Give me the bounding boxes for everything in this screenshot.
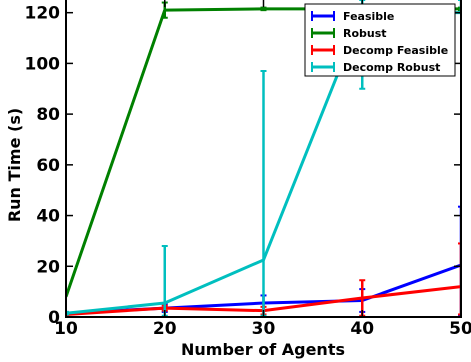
y-tick-label: 120	[25, 4, 61, 24]
legend-label-decomp-feasible: Decomp Feasible	[343, 44, 448, 57]
legend-label-robust: Robust	[343, 27, 387, 40]
y-tick-label: 100	[25, 54, 61, 74]
x-axis-label: Number of Agents	[181, 340, 345, 359]
legend-label-decomp-robust: Decomp Robust	[343, 61, 440, 74]
y-axis-label: Run Time (s)	[5, 108, 24, 222]
x-tick-label: 30	[252, 319, 276, 339]
x-tick-label: 40	[350, 319, 374, 339]
x-tick-label: 20	[153, 319, 177, 339]
y-tick-label: 40	[36, 207, 60, 227]
y-tick-label: 60	[36, 156, 60, 176]
y-tick-label: 20	[36, 257, 60, 277]
y-tick-label: 80	[36, 105, 60, 125]
x-tick-label: 10	[54, 319, 78, 339]
x-tick-label: 50	[449, 319, 471, 339]
y-tick-label: 0	[48, 308, 60, 328]
legend-label-feasible: Feasible	[343, 10, 394, 23]
